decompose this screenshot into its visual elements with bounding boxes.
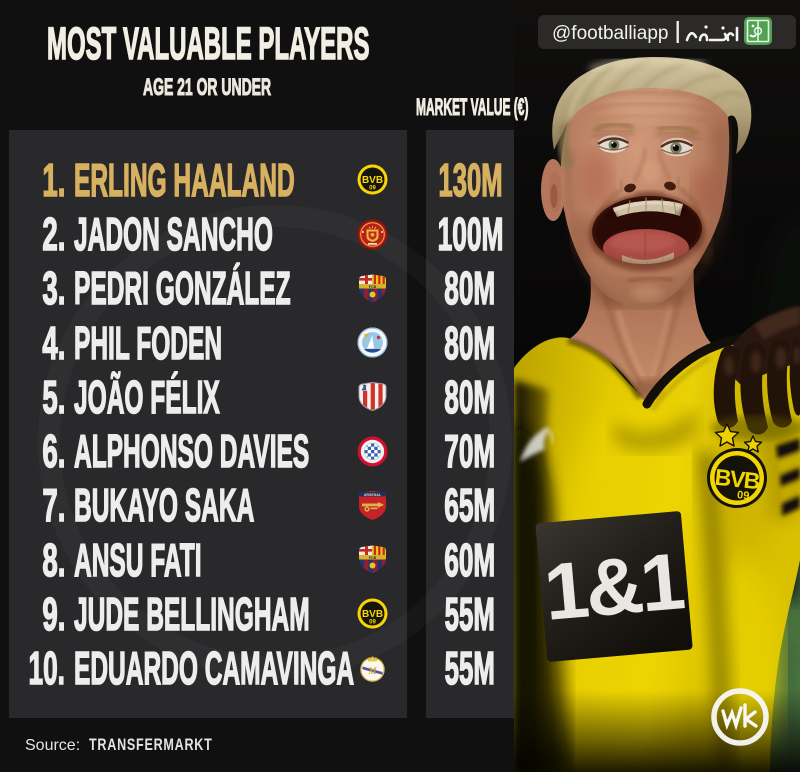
svg-text:1&1: 1&1 <box>541 536 687 637</box>
svg-text:@footballiapp: @footballiapp <box>552 23 668 44</box>
svg-text:BVB: BVB <box>362 175 383 186</box>
svg-text:BVB: BVB <box>362 609 383 620</box>
svg-text:FCB: FCB <box>369 556 377 560</box>
svg-text:M: M <box>367 666 377 676</box>
svg-text:09: 09 <box>369 186 376 192</box>
svg-text:FCB: FCB <box>369 285 377 289</box>
svg-text:09: 09 <box>736 489 749 502</box>
svg-text:ARSENAL: ARSENAL <box>364 493 382 497</box>
svg-text:BVB: BVB <box>714 464 761 495</box>
svg-text:09: 09 <box>369 620 376 626</box>
